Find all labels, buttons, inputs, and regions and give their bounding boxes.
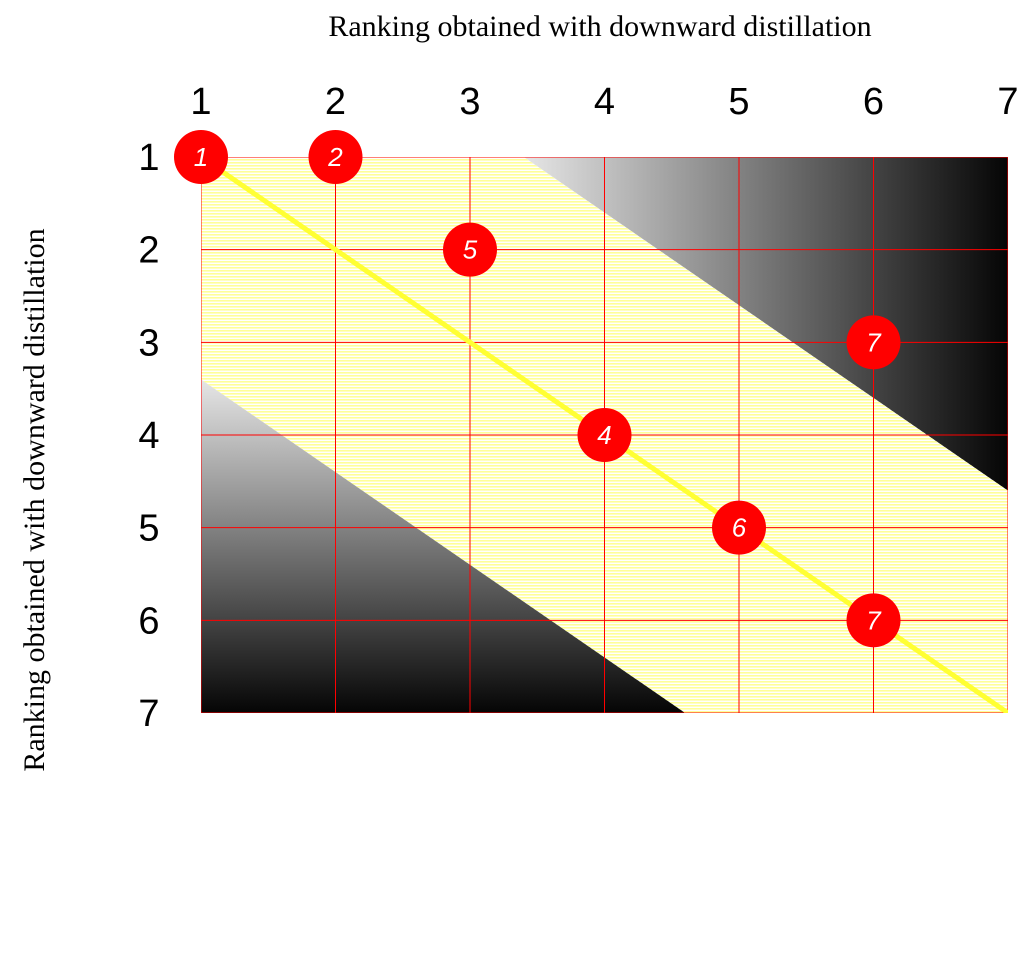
- data-point-marker: [846, 315, 901, 370]
- y-tick-label: 7: [138, 693, 159, 735]
- x-tick-label: 3: [459, 81, 480, 123]
- data-point-marker: [174, 130, 228, 184]
- data-point-marker: [846, 593, 901, 648]
- y-axis-title: Ranking obtained with downward distillat…: [18, 228, 51, 771]
- x-axis-ticks: 1 2 3 4 5 6 7: [190, 81, 1018, 123]
- data-point: 7: [846, 593, 901, 648]
- data-point-label: 7: [866, 327, 882, 357]
- data-point: 5: [443, 222, 497, 277]
- data-point-label: 7: [866, 605, 882, 635]
- data-point-label: 4: [597, 420, 611, 450]
- x-tick-label: 4: [594, 81, 615, 123]
- x-axis-title: Ranking obtained with downward distillat…: [328, 10, 871, 43]
- data-point: 1: [174, 130, 228, 184]
- data-point-label: 5: [463, 235, 478, 265]
- y-axis-ticks: 1 2 3 4 5 6 7: [138, 137, 159, 735]
- data-points: 1 2 5 7 4 6 7: [174, 130, 901, 648]
- y-tick-label: 4: [138, 415, 159, 457]
- data-point: 7: [846, 315, 901, 370]
- x-tick-label: 2: [325, 81, 346, 123]
- data-point: 4: [577, 408, 632, 462]
- x-tick-label: 6: [863, 81, 884, 123]
- y-tick-label: 6: [138, 600, 159, 642]
- data-point-marker: [443, 222, 497, 277]
- y-tick-label: 2: [138, 230, 159, 272]
- y-tick-label: 5: [138, 508, 159, 550]
- data-point-marker: [308, 130, 363, 184]
- x-tick-label: 5: [728, 81, 749, 123]
- data-point-marker: [577, 408, 632, 462]
- data-point-label: 6: [732, 513, 747, 543]
- data-point: 2: [308, 130, 363, 184]
- data-point: 6: [712, 500, 766, 555]
- data-point-marker: [712, 500, 766, 555]
- x-tick-label: 1: [190, 81, 211, 123]
- data-point-label: 1: [194, 142, 208, 172]
- y-tick-label: 1: [138, 137, 159, 179]
- y-tick-label: 3: [138, 322, 159, 364]
- x-tick-label: 7: [997, 81, 1018, 123]
- data-point-label: 2: [327, 142, 343, 172]
